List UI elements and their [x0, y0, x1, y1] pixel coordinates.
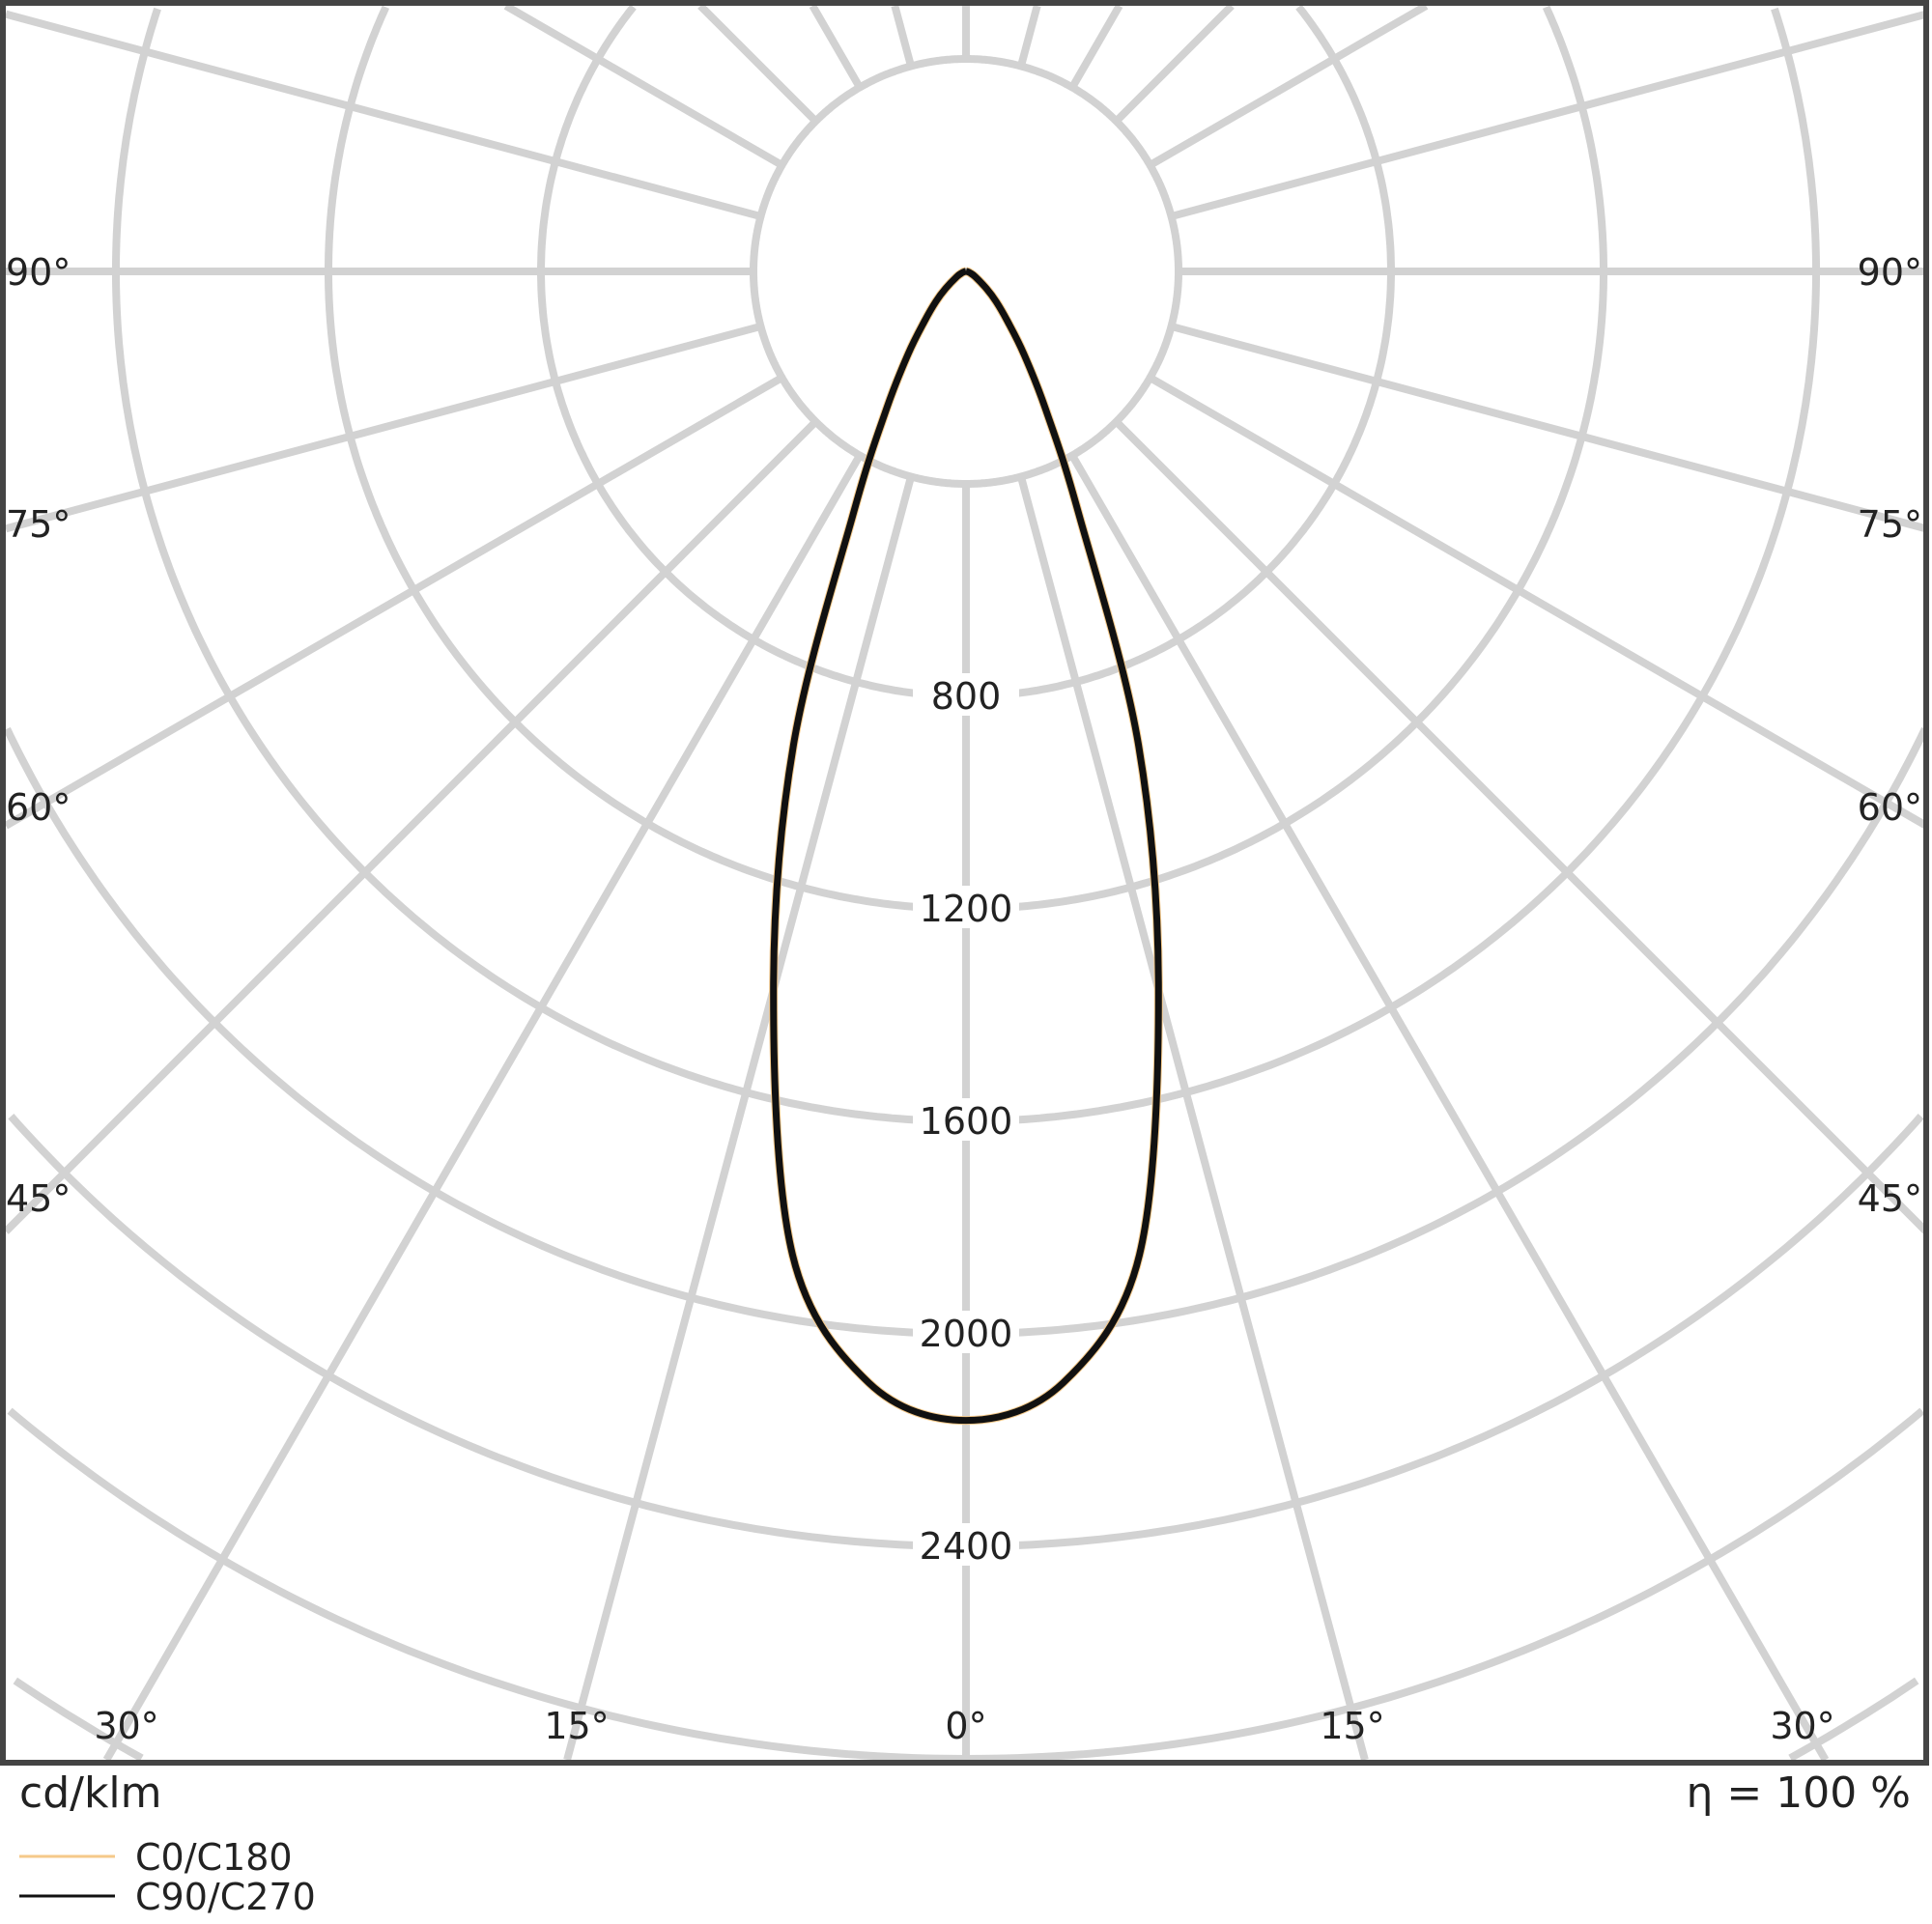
tick-label-bg — [913, 1523, 1019, 1566]
tick-label-bg — [913, 1311, 1019, 1353]
angle-labels: 90° 75° 60° 45° 90° 75° 60° 45° 30° 15° 0° 15° 30° — [6, 251, 1922, 1747]
grid-ring-800 — [966, 4, 1395, 700]
angle-label-bottom: 15° — [1320, 1705, 1384, 1747]
grid-ray-315 — [3, 418, 819, 1234]
grid-ring-2400 — [965, 1114, 1924, 1550]
grid-ray-165 — [1017, 4, 1041, 68]
unit-label: cd/klm — [19, 1768, 162, 1818]
radial-tick-label: 1600 — [920, 1100, 1013, 1143]
legend-label-c90: C90/C270 — [135, 1876, 316, 1918]
grid-ring-1200 — [325, 5, 966, 913]
legend-label-c0: C0/C180 — [135, 1836, 293, 1879]
radial-tick-label: 800 — [931, 675, 1002, 718]
grid-ray-300 — [4, 374, 784, 830]
tick-label-bg — [913, 886, 1019, 928]
grid-ray-135 — [1113, 3, 1235, 125]
angle-label-left: 75° — [6, 503, 71, 546]
radial-tick-label: 1200 — [920, 888, 1013, 930]
radial-tick-labels: 800 1200 1600 2000 2400 — [913, 673, 1019, 1568]
grid-ray-15 — [1017, 475, 1369, 1762]
grid-ring-2800 — [965, 1407, 1925, 1763]
grid-ring-3200 — [13, 1677, 144, 1762]
grid-ring-3200 — [1788, 1677, 1919, 1762]
grid-ring-2000 — [3, 726, 966, 1338]
grid-ring-2800 — [7, 1407, 967, 1763]
angle-label-left: 60° — [6, 786, 71, 829]
angle-label-bottom: 30° — [94, 1705, 158, 1747]
angle-label-right: 45° — [1858, 1177, 1922, 1220]
grid-ray-150 — [1068, 3, 1123, 90]
grid-ring-2000 — [966, 726, 1929, 1338]
plot-frame — [0, 0, 1929, 1766]
grid-ray-285 — [4, 323, 762, 533]
angle-label-bottom: 15° — [544, 1705, 609, 1747]
grid-ring-1200 — [966, 5, 1607, 913]
angle-label-right: 90° — [1858, 251, 1922, 294]
grid-ray-225 — [697, 3, 819, 125]
legend: C0/C180 C90/C270 — [19, 1836, 316, 1918]
grid-ring-800 — [537, 4, 966, 700]
grid-ray-105 — [1170, 10, 1928, 220]
angle-label-left: 45° — [6, 1177, 71, 1220]
grid-ray-195 — [891, 4, 915, 68]
angle-label-left: 90° — [6, 251, 71, 294]
efficiency-label: η = 100 % — [1686, 1768, 1911, 1818]
tick-label-bg — [913, 1098, 1019, 1141]
grid-ray-60 — [1148, 374, 1929, 830]
grid-ray-210 — [809, 4, 864, 90]
grid-ray-45 — [1113, 418, 1929, 1234]
grid-ray-30 — [1068, 453, 1830, 1763]
grid-ray-255 — [4, 10, 762, 220]
angle-label-right: 60° — [1858, 786, 1922, 829]
grid-ray-120 — [1148, 2, 1429, 169]
grid-ray-345 — [563, 475, 915, 1762]
polar-grid — [3, 2, 1929, 1763]
grid-ring-2400 — [8, 1114, 967, 1550]
radial-tick-label: 2400 — [920, 1525, 1013, 1568]
intensity-curves — [769, 267, 1163, 1426]
tick-label-bg — [913, 673, 1019, 716]
grid-ray-330 — [102, 453, 864, 1762]
angle-label-bottom: 0° — [945, 1705, 986, 1747]
radial-tick-label: 2000 — [920, 1313, 1013, 1355]
angle-label-bottom: 30° — [1770, 1705, 1834, 1747]
angle-label-right: 75° — [1858, 503, 1922, 546]
series-curve-C90-C270 — [770, 268, 1162, 1425]
grid-ray-75 — [1170, 323, 1928, 533]
grid-ray-240 — [503, 2, 784, 169]
